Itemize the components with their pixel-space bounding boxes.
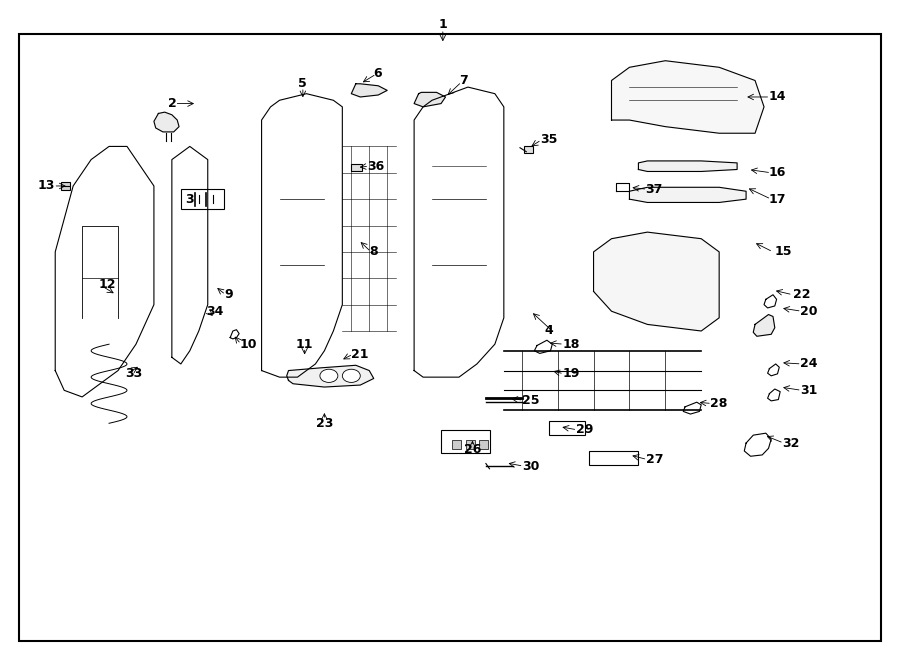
Text: 4: 4 [544,324,554,338]
Text: 16: 16 [769,166,786,179]
Text: 8: 8 [369,246,378,258]
Text: 28: 28 [710,397,727,410]
Polygon shape [629,187,746,203]
Bar [466,440,475,449]
Text: 12: 12 [98,278,116,291]
Text: 29: 29 [576,424,593,436]
Bar [479,440,488,449]
Polygon shape [287,365,374,387]
Bar [60,182,69,190]
Text: 7: 7 [459,74,468,87]
Polygon shape [638,161,737,171]
Text: 13: 13 [38,179,55,193]
Circle shape [342,369,360,383]
Polygon shape [414,93,446,107]
Text: 27: 27 [645,453,663,466]
Text: 33: 33 [125,367,142,381]
Bar [441,430,491,453]
Text: 23: 23 [316,417,333,430]
Bar [351,164,362,171]
Text: 2: 2 [167,97,176,110]
Text: 26: 26 [464,443,482,456]
Bar [452,440,461,449]
FancyBboxPatch shape [19,34,881,641]
Text: 19: 19 [562,367,580,381]
Text: 35: 35 [540,133,557,146]
Circle shape [320,369,338,383]
Text: 22: 22 [793,288,810,301]
Bar [549,420,585,435]
Polygon shape [154,112,179,132]
Bar [590,451,638,465]
Polygon shape [611,61,764,133]
Text: 37: 37 [645,183,663,196]
Text: 32: 32 [782,436,799,449]
Text: 5: 5 [299,77,307,90]
Text: 6: 6 [374,68,382,80]
Text: 30: 30 [522,459,539,473]
Text: 11: 11 [296,338,313,351]
Text: 14: 14 [769,91,786,103]
Text: 25: 25 [522,394,539,406]
Text: 31: 31 [800,384,817,397]
Polygon shape [351,84,387,97]
Text: 3: 3 [185,193,194,206]
Text: 1: 1 [438,18,447,31]
Text: 36: 36 [367,160,384,173]
Bar [181,189,224,209]
Text: 24: 24 [800,357,817,371]
Text: 9: 9 [224,288,232,301]
Text: 21: 21 [351,348,369,361]
Text: 18: 18 [562,338,580,351]
Text: 10: 10 [239,338,256,351]
Text: 15: 15 [775,246,792,258]
Text: 20: 20 [800,305,817,318]
Polygon shape [753,314,775,336]
Text: 17: 17 [769,193,786,206]
Bar [524,146,533,153]
Polygon shape [594,232,719,331]
Text: 34: 34 [206,305,223,318]
